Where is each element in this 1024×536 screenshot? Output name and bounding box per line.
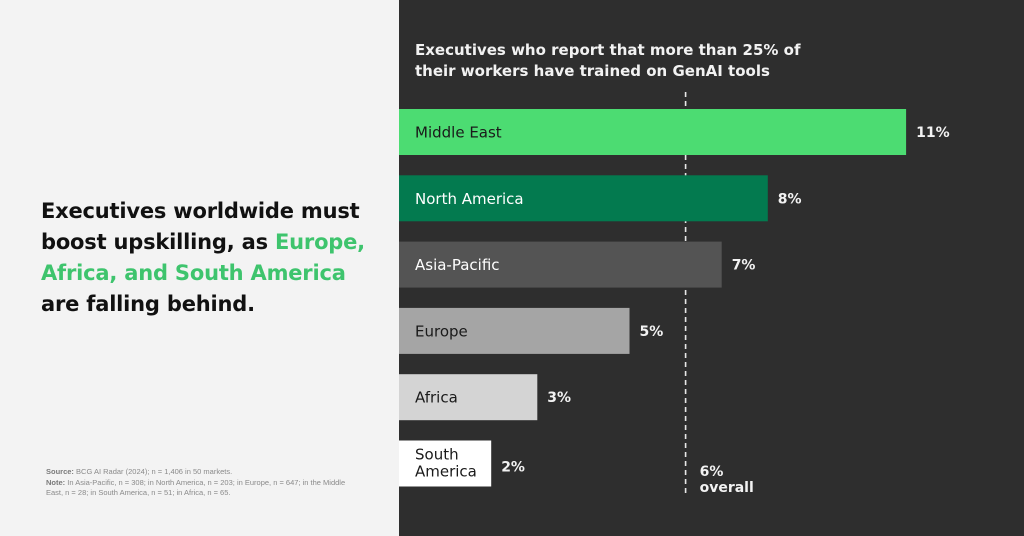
headline-part1: Executives worldwide must boost upskilli… (41, 199, 360, 254)
bar-value-label: 3% (547, 390, 571, 406)
bar-value-label: 8% (778, 191, 802, 207)
bar-value-label: 7% (732, 258, 756, 274)
bar-value-label: 11% (916, 125, 950, 141)
source-notes: Source: BCG AI Radar (2024); n = 1,406 i… (46, 467, 346, 499)
bar (399, 109, 907, 155)
bar (399, 374, 538, 421)
source-label: Source: (46, 467, 74, 476)
bar-value-label: 2% (501, 460, 525, 476)
bar-value-label: 5% (640, 324, 664, 340)
source-text: BCG AI Radar (2024); n = 1,406 in 50 mar… (76, 467, 233, 476)
bar (399, 241, 722, 288)
bar-category-label: Europe (415, 322, 468, 340)
bar-category-label: South (415, 446, 459, 464)
bar (399, 175, 768, 222)
bar-category-label: Africa (415, 389, 458, 407)
headline-part2: are falling behind. (41, 292, 255, 316)
headline: Executives worldwide must boost upskilli… (41, 196, 371, 320)
left-panel: Executives worldwide must boost upskilli… (0, 0, 399, 536)
overall-text-label: overall (700, 480, 754, 496)
bar (399, 440, 492, 487)
bar-category-label: North America (415, 190, 524, 208)
chart-panel: Executives who report that more than 25%… (399, 0, 1024, 536)
chart-title: Executives who report that more than 25%… (415, 41, 801, 80)
bar-category-label: America (415, 463, 477, 481)
note-label: Note: (46, 477, 66, 487)
bar-chart: Middle East 11% North America 8% Asia-Pacifi… (399, 92, 950, 496)
note-text: In Asia-Pacific, n = 308; in North Ameri… (46, 477, 346, 498)
bar-category-label: Middle East (415, 124, 502, 142)
note-line: Note: In Asia-Pacific, n = 308; in North… (46, 478, 346, 499)
source-line: Source: BCG AI Radar (2024); n = 1,406 i… (46, 467, 346, 478)
bar (399, 307, 630, 354)
overall-value-label: 6% (700, 464, 724, 480)
bar-category-label: Asia-Pacific (415, 256, 500, 274)
headline-highlight: Europe, Africa, and South America (41, 230, 365, 285)
